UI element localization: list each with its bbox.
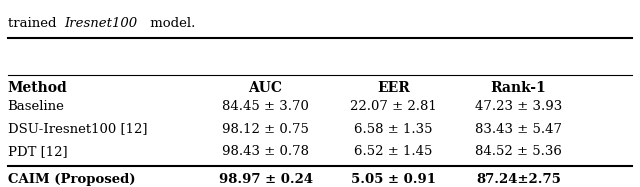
Text: 22.07 ± 2.81: 22.07 ± 2.81 (350, 100, 437, 113)
Text: 6.52 ± 1.45: 6.52 ± 1.45 (355, 145, 433, 158)
Text: 5.05 ± 0.91: 5.05 ± 0.91 (351, 173, 436, 186)
Text: 83.43 ± 5.47: 83.43 ± 5.47 (475, 122, 562, 136)
Text: model.: model. (146, 17, 195, 30)
Text: 84.45 ± 3.70: 84.45 ± 3.70 (222, 100, 309, 113)
Text: trained: trained (8, 17, 60, 30)
Text: Iresnet100: Iresnet100 (64, 17, 137, 30)
Text: 87.24±2.75: 87.24±2.75 (476, 173, 561, 186)
Text: 6.58 ± 1.35: 6.58 ± 1.35 (355, 122, 433, 136)
Text: 98.97 ± 0.24: 98.97 ± 0.24 (218, 173, 313, 186)
Text: 84.52 ± 5.36: 84.52 ± 5.36 (475, 145, 562, 158)
Text: PDT [12]: PDT [12] (8, 145, 67, 158)
Text: EER: EER (377, 81, 410, 95)
Text: 98.12 ± 0.75: 98.12 ± 0.75 (222, 122, 309, 136)
Text: Baseline: Baseline (8, 100, 65, 113)
Text: 47.23 ± 3.93: 47.23 ± 3.93 (475, 100, 562, 113)
Text: DSU-Iresnet100 [12]: DSU-Iresnet100 [12] (8, 122, 147, 136)
Text: Rank-1: Rank-1 (490, 81, 547, 95)
Text: CAIM (Proposed): CAIM (Proposed) (8, 173, 135, 186)
Text: Method: Method (8, 81, 67, 95)
Text: AUC: AUC (248, 81, 283, 95)
Text: 98.43 ± 0.78: 98.43 ± 0.78 (222, 145, 309, 158)
